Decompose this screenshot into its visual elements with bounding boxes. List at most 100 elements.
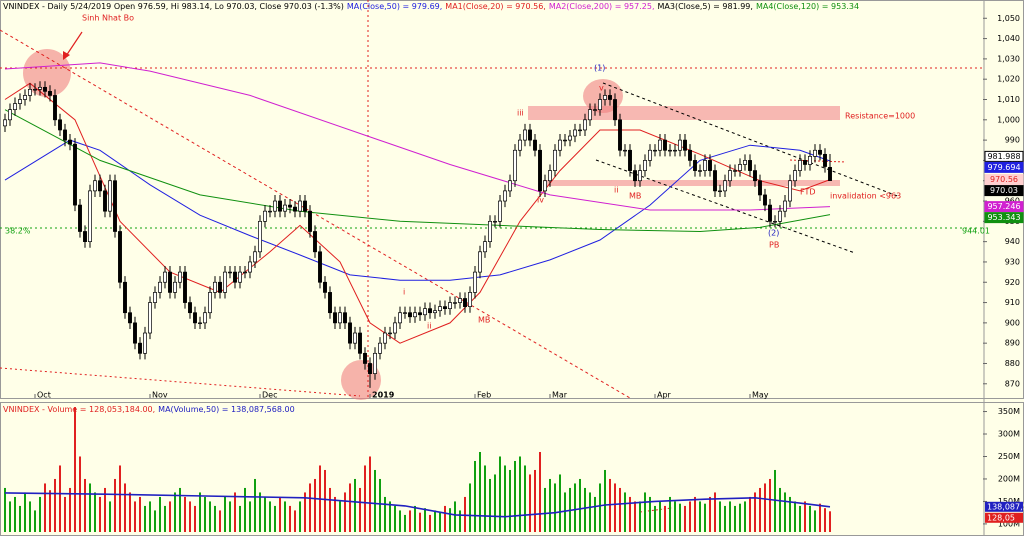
volume-bar — [64, 496, 66, 532]
volume-bar — [199, 492, 201, 532]
candle-body — [738, 164, 742, 171]
candle-body — [358, 332, 362, 354]
volume-bar — [494, 474, 496, 532]
candle-body — [168, 271, 172, 293]
candle-body — [228, 271, 232, 274]
candle-body — [328, 292, 332, 314]
candle-body — [458, 298, 462, 303]
candle-body — [188, 302, 192, 314]
candle-body — [213, 281, 217, 293]
candle-body — [463, 298, 467, 307]
volume-bar — [579, 478, 581, 532]
candle-body — [378, 342, 382, 354]
y-tick-label: 880 — [1005, 359, 1020, 368]
candle-body — [288, 204, 292, 208]
candle-body — [233, 271, 237, 283]
volume-bar — [189, 501, 191, 532]
volume-bar — [739, 503, 741, 532]
candle-body — [78, 204, 82, 232]
indicator-label: MA1(Close,20) = 970.56, — [445, 2, 546, 11]
volume-bar — [194, 505, 196, 532]
candle-body — [498, 200, 502, 222]
volume-label: 138,087,5 — [987, 502, 1024, 511]
volume-bar — [549, 478, 551, 532]
y-tick-label: 250M — [998, 452, 1020, 461]
candle-body — [298, 200, 302, 212]
candle-body — [543, 180, 547, 192]
candle-body — [363, 352, 367, 364]
volume-bar — [244, 487, 246, 532]
volume-bar — [634, 501, 636, 532]
volume-bar — [564, 492, 566, 532]
y-tick-label: 910 — [1005, 298, 1020, 307]
volume-bar — [794, 501, 796, 532]
volume-bar — [94, 492, 96, 532]
volume-bar — [784, 492, 786, 532]
volume-bar — [49, 490, 51, 532]
volume-bar — [779, 487, 781, 532]
candle-body — [558, 139, 562, 151]
volume-bar — [714, 492, 716, 532]
volume-bar — [234, 492, 236, 532]
y-tick-label: 150M — [998, 497, 1020, 506]
price-label: 979.694 — [987, 163, 1020, 172]
candle-body — [638, 170, 642, 182]
volume-bar — [169, 501, 171, 532]
candle-body — [588, 109, 592, 121]
volume-bar — [344, 492, 346, 532]
volume-bar — [9, 501, 11, 532]
candle-body — [158, 281, 162, 293]
volume-bar — [124, 483, 126, 532]
x-tick-label: Apr — [657, 391, 672, 400]
candle-body — [713, 170, 717, 192]
candle-body — [83, 231, 87, 242]
candle-body — [143, 332, 147, 354]
candle-body — [123, 281, 127, 314]
volume-bar — [284, 501, 286, 532]
candle-body — [138, 342, 142, 354]
volume-bar — [774, 469, 776, 532]
price-label-box — [984, 201, 1024, 213]
volume-bar — [659, 501, 661, 532]
indicator-label: MA(Close,50) = 979.69, — [347, 2, 442, 11]
candle-body — [38, 86, 42, 90]
volume-bar — [589, 492, 591, 532]
volume-bar — [159, 496, 161, 532]
volume-bar — [129, 492, 131, 532]
candle-body — [603, 95, 607, 100]
price-label: 981.988 — [987, 152, 1020, 161]
candle-body — [178, 271, 182, 283]
volume-title: VNINDEX - Volume = 128,053,184.00, MA(Vol… — [3, 405, 295, 414]
volume-bar — [424, 508, 426, 532]
candle-body — [453, 302, 457, 304]
x-tick-label: 2019 — [372, 391, 395, 400]
candle-body — [433, 310, 437, 314]
candle-body — [683, 139, 687, 151]
candle-body — [58, 119, 62, 131]
y-tick-label: 930 — [1005, 257, 1020, 266]
volume-bar — [744, 501, 746, 532]
volume-bar — [334, 496, 336, 532]
volume-bar — [224, 496, 226, 532]
volume-bar — [799, 505, 801, 532]
candle-body — [523, 129, 527, 141]
volume-bar — [134, 501, 136, 532]
x-tick-label: Nov — [152, 391, 168, 400]
volume-bar — [469, 483, 471, 532]
volume-bar — [139, 496, 141, 532]
volume-bar — [34, 510, 36, 532]
candle-body — [98, 180, 102, 192]
candle-body — [768, 204, 772, 222]
candle-body — [308, 210, 312, 232]
annotation: MB — [478, 316, 490, 325]
volume-bar — [734, 505, 736, 532]
y-tick-label: 1,000 — [997, 115, 1020, 124]
candle-body — [183, 271, 187, 303]
volume-bar — [364, 465, 366, 532]
volume-bar — [689, 501, 691, 532]
volume-bar — [709, 496, 711, 532]
volume-bar — [664, 505, 666, 532]
x-tick-label: Dec — [262, 391, 277, 400]
volume-bar — [449, 508, 451, 532]
